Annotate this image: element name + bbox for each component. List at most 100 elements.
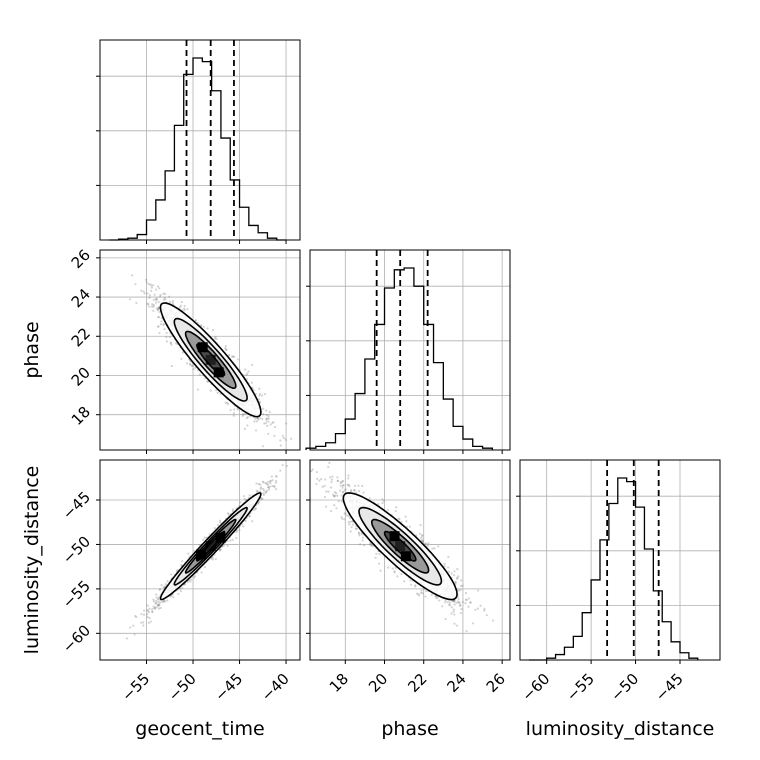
sample-point bbox=[448, 601, 452, 604]
sample-point bbox=[162, 292, 165, 295]
sample-point bbox=[421, 539, 425, 543]
sample-point bbox=[369, 542, 372, 545]
sample-point bbox=[154, 606, 157, 609]
sample-point bbox=[350, 489, 353, 492]
sample-point bbox=[465, 630, 468, 633]
sample-point bbox=[158, 331, 161, 335]
sample-point bbox=[455, 624, 458, 627]
sample-point bbox=[140, 621, 143, 624]
sample-point bbox=[268, 485, 271, 488]
sample-point bbox=[279, 439, 282, 442]
sample-point bbox=[155, 606, 158, 609]
sample-point bbox=[483, 609, 486, 612]
sample-point bbox=[341, 490, 344, 494]
sample-point bbox=[140, 289, 143, 292]
sample-point bbox=[242, 495, 246, 498]
sample-point bbox=[239, 501, 242, 504]
sample-point bbox=[362, 491, 365, 494]
sample-point bbox=[339, 484, 342, 487]
sample-point bbox=[193, 576, 196, 579]
contour-line bbox=[196, 530, 226, 562]
sample-point bbox=[351, 523, 355, 526]
sample-point bbox=[257, 418, 260, 421]
sample-point bbox=[156, 285, 160, 288]
sample-point bbox=[437, 545, 440, 548]
sample-point bbox=[154, 297, 157, 301]
sample-point bbox=[216, 523, 220, 527]
sample-cloud bbox=[125, 439, 303, 640]
sample-point bbox=[231, 538, 234, 541]
sample-point bbox=[315, 470, 319, 474]
sample-point bbox=[147, 303, 150, 306]
panel-frame bbox=[99, 459, 301, 661]
sample-point bbox=[163, 296, 166, 299]
x-tick-label: 26 bbox=[483, 670, 509, 696]
sample-point bbox=[159, 293, 162, 297]
sample-point bbox=[243, 497, 246, 501]
sample-point bbox=[149, 283, 152, 286]
sample-point bbox=[324, 478, 327, 481]
sample-point bbox=[144, 278, 148, 281]
sample-point bbox=[166, 599, 169, 602]
sample-point bbox=[434, 595, 437, 598]
sample-point bbox=[301, 439, 303, 441]
sample-point bbox=[461, 584, 464, 587]
sample-point bbox=[421, 533, 424, 537]
sample-point bbox=[232, 412, 236, 415]
x-tick-label: −40 bbox=[258, 670, 293, 705]
sample-point bbox=[186, 362, 189, 365]
sample-point bbox=[190, 578, 193, 581]
sample-point bbox=[273, 425, 277, 429]
sample-point bbox=[155, 599, 158, 603]
x-tick-label: −45 bbox=[211, 670, 246, 705]
sample-point bbox=[265, 417, 268, 420]
sample-point bbox=[443, 562, 446, 565]
sample-point bbox=[164, 600, 167, 603]
sample-point bbox=[279, 444, 282, 447]
sample-point bbox=[162, 585, 166, 588]
sample-point bbox=[485, 614, 488, 617]
sample-point bbox=[218, 549, 222, 552]
sample-point bbox=[169, 341, 172, 344]
sample-point bbox=[129, 626, 132, 629]
sample-point bbox=[328, 461, 331, 465]
sample-point bbox=[349, 489, 353, 493]
sample-point bbox=[260, 497, 263, 501]
sample-point bbox=[267, 488, 271, 491]
sample-point bbox=[146, 302, 149, 305]
sample-point bbox=[327, 465, 330, 468]
sample-point bbox=[331, 493, 335, 496]
sample-point bbox=[452, 600, 455, 603]
sample-point bbox=[168, 300, 172, 304]
sample-point bbox=[155, 596, 158, 599]
sample-point bbox=[133, 633, 136, 636]
sample-point bbox=[258, 394, 261, 397]
sample-point bbox=[253, 420, 256, 423]
sample-point bbox=[232, 414, 235, 417]
sample-point bbox=[424, 595, 427, 598]
sample-point bbox=[145, 281, 148, 284]
sample-point bbox=[146, 292, 149, 295]
sample-point bbox=[160, 320, 163, 323]
sample-point bbox=[146, 604, 149, 607]
sample-point bbox=[360, 532, 363, 535]
sample-point bbox=[334, 494, 337, 497]
sample-point bbox=[152, 284, 155, 287]
sample-point bbox=[166, 580, 169, 583]
sample-point bbox=[257, 502, 260, 505]
sample-point bbox=[343, 489, 346, 492]
sample-point bbox=[345, 514, 348, 517]
sample-point bbox=[147, 282, 150, 286]
sample-point bbox=[285, 422, 288, 425]
sample-point bbox=[235, 529, 239, 532]
sample-point bbox=[262, 487, 265, 491]
sample-point bbox=[349, 530, 352, 533]
sample-point bbox=[268, 480, 272, 483]
sample-point bbox=[206, 327, 209, 330]
sample-point bbox=[370, 544, 374, 547]
sample-point bbox=[200, 571, 203, 574]
sample-point bbox=[259, 400, 262, 403]
y-tick-label: 20 bbox=[68, 363, 94, 389]
sample-point bbox=[238, 529, 241, 532]
sample-point bbox=[358, 543, 362, 546]
